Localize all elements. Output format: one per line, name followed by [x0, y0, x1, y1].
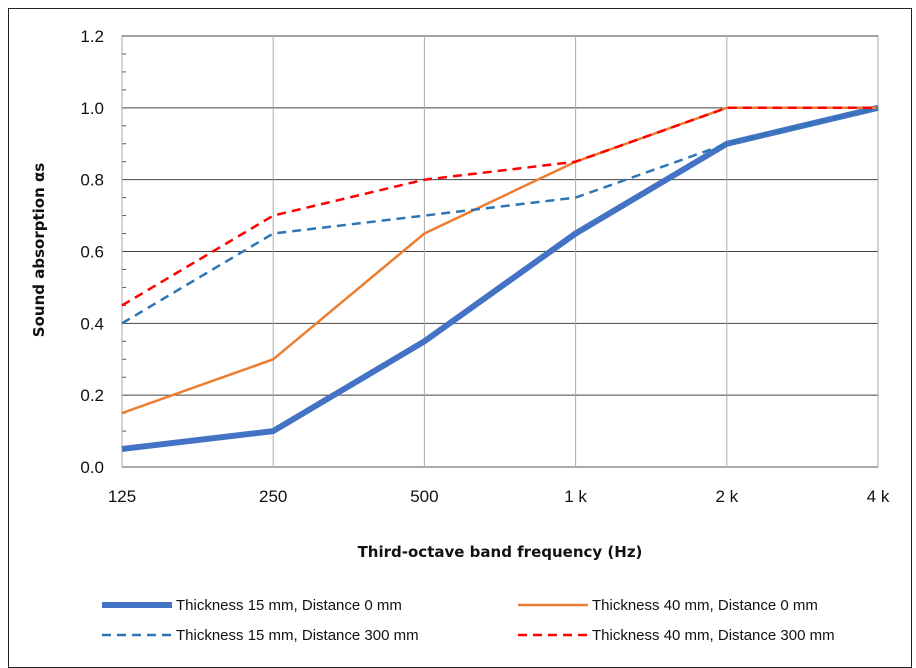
series-line — [121, 106, 879, 325]
y-tick-label: 0.6 — [80, 243, 104, 262]
series-line — [121, 104, 879, 452]
legend: Thickness 15 mm, Distance 0 mm Thickness … — [102, 597, 835, 644]
y-tick-label: 1.0 — [80, 99, 104, 118]
series-line — [121, 106, 878, 307]
y-tick-label: 1.2 — [80, 27, 104, 46]
series-lines — [121, 104, 879, 452]
y-tick-label: 0.8 — [80, 171, 104, 190]
grid-lines — [121, 35, 879, 468]
series-line — [121, 106, 878, 415]
x-tick-labels: 125 250 500 1 k 2 k 4 k — [108, 487, 890, 506]
y-tick-label: 0.0 — [80, 458, 104, 477]
x-axis-title: Third-octave band frequency (Hz) — [358, 543, 643, 561]
x-tick-label: 1 k — [564, 487, 587, 506]
legend-label: Thickness 40 mm, Distance 0 mm — [592, 597, 818, 614]
x-tick-label: 500 — [410, 487, 438, 506]
y-tick-labels: 0.0 0.2 0.4 0.6 0.8 1.0 1.2 — [80, 27, 104, 477]
x-tick-label: 250 — [259, 487, 287, 506]
x-tick-label: 2 k — [715, 487, 738, 506]
legend-label: Thickness 15 mm, Distance 0 mm — [176, 597, 402, 614]
y-tick-label: 0.2 — [80, 386, 104, 405]
y-tick-label: 0.4 — [80, 314, 104, 333]
x-tick-label: 125 — [108, 487, 136, 506]
y-axis-title: Sound absorption αs — [30, 163, 48, 337]
legend-label: Thickness 15 mm, Distance 300 mm — [176, 627, 419, 644]
line-chart: 0.0 0.2 0.4 0.6 0.8 1.0 1.2 125 250 500 1 k 2 k 4 k… — [30, 27, 890, 644]
x-tick-label: 4 k — [867, 487, 890, 506]
legend-label: Thickness 40 mm, Distance 300 mm — [592, 627, 835, 644]
